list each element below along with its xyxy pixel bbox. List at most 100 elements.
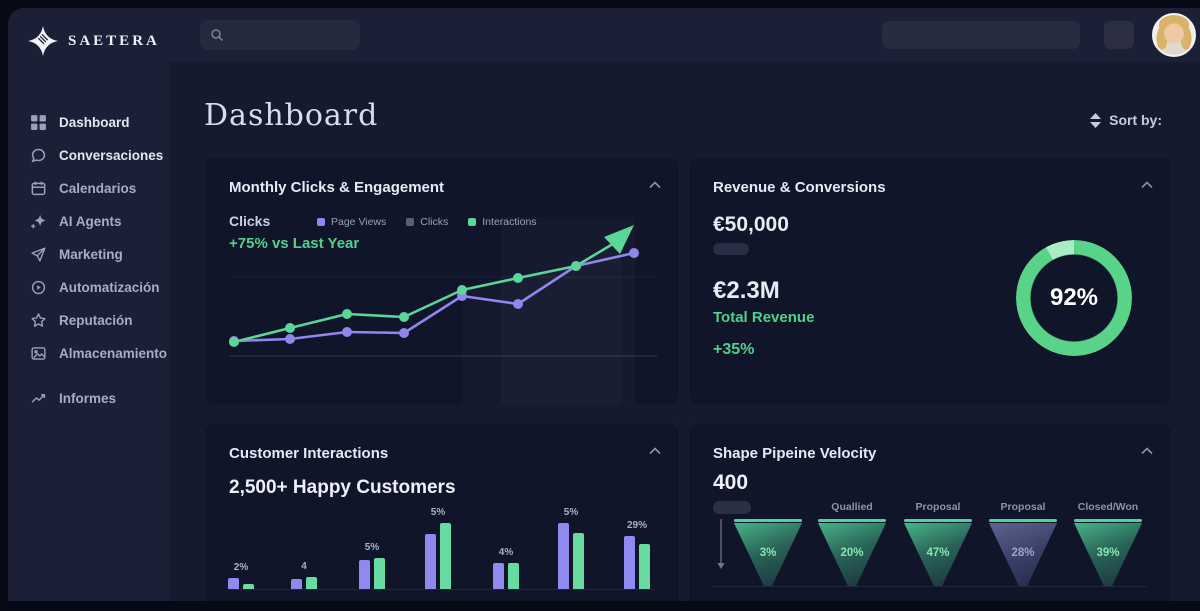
collapse-chevron-icon[interactable] xyxy=(1141,447,1153,455)
card-pipeline-velocity: Shape Pipeine Velocity 400 3% Quallied 20%… xyxy=(688,422,1172,601)
star-icon xyxy=(31,313,46,327)
chart-legend: Page Views Clicks Interactions xyxy=(317,216,537,228)
bar-green xyxy=(573,533,584,589)
funnel-stage: 3% xyxy=(734,519,802,586)
card-customer-interactions: Customer Interactions 2,500+ Happy Custo… xyxy=(204,422,680,601)
topbar-secondary-field[interactable] xyxy=(882,21,1080,49)
bar-group-label: 2% xyxy=(233,562,249,573)
sidebar-nav: Dashboard Conversaciones Calendarios xyxy=(8,106,170,415)
funnel-stage-label: Proposal xyxy=(915,501,961,513)
image-icon xyxy=(31,347,46,360)
bar-purple xyxy=(291,579,302,589)
sidebar-item-marketing[interactable]: Marketing xyxy=(8,238,170,271)
bar-purple xyxy=(624,536,635,589)
revenue-primary-value: €50,000 xyxy=(713,213,789,236)
customers-headline: 2,500+ Happy Customers xyxy=(229,477,456,498)
revenue-secondary-value: €2.3M xyxy=(713,277,780,304)
legend-item[interactable]: Clicks xyxy=(406,216,448,228)
legend-swatch xyxy=(406,218,415,226)
user-avatar[interactable] xyxy=(1152,13,1196,57)
axis-arrow-icon xyxy=(717,519,725,569)
sidebar-item-label: Informes xyxy=(59,391,117,406)
page-title: Dashboard xyxy=(204,98,379,133)
sidebar: SAETERA Dashboard Conversaciones xyxy=(8,8,170,601)
chat-icon xyxy=(31,148,46,163)
donut-ring xyxy=(1016,240,1132,356)
legend-label: Page Views xyxy=(331,216,387,228)
play-circle-icon xyxy=(31,280,46,295)
card-title: Shape Pipeine Velocity xyxy=(713,445,877,462)
bar-green xyxy=(374,558,385,589)
pipeline-pill xyxy=(713,501,751,514)
funnel-body: 39% xyxy=(1074,523,1142,586)
sort-label: Sort by: xyxy=(1109,112,1162,128)
send-icon xyxy=(31,247,46,262)
bar-green xyxy=(243,584,254,589)
legend-swatch xyxy=(317,218,325,226)
bar-green xyxy=(440,523,451,589)
collapse-chevron-icon[interactable] xyxy=(1141,181,1153,189)
topbar xyxy=(170,8,1200,62)
sidebar-item-automatizacion[interactable]: Automatización xyxy=(8,271,170,304)
funnel-body: 3% xyxy=(734,523,802,586)
legend-item[interactable]: Interactions xyxy=(468,216,537,228)
legend-item[interactable]: Page Views xyxy=(317,216,386,228)
star-logo-icon xyxy=(28,26,58,56)
funnel-top-bar xyxy=(1074,519,1142,522)
funnel-top-bar xyxy=(989,519,1057,522)
chart-baseline xyxy=(229,589,655,590)
card-title: Revenue & Conversions xyxy=(713,179,886,196)
bar-purple xyxy=(493,563,504,589)
grid-icon xyxy=(31,115,46,130)
sidebar-item-label: Dashboard xyxy=(59,115,130,130)
bar-purple xyxy=(558,523,569,589)
sidebar-item-conversaciones[interactable]: Conversaciones xyxy=(8,139,170,172)
sidebar-item-almacenamiento[interactable]: Almacenamiento xyxy=(8,337,170,370)
pipeline-value: 400 xyxy=(713,471,749,494)
brand-name: SAETERA xyxy=(68,32,160,49)
bar-green xyxy=(639,544,650,589)
bar-purple xyxy=(228,578,239,589)
funnel-body: 47% xyxy=(904,523,972,586)
sidebar-item-reputacion[interactable]: Reputación xyxy=(8,304,170,337)
sidebar-item-label: Reputación xyxy=(59,313,133,328)
bar-group-label: 29% xyxy=(626,520,647,531)
sidebar-item-ai-agents[interactable]: AI Agents xyxy=(8,205,170,238)
funnel-stage-label: Proposal xyxy=(1000,501,1046,513)
search-icon xyxy=(211,29,224,42)
card-title: Monthly Clicks & Engagement xyxy=(229,179,445,196)
sidebar-item-dashboard[interactable]: Dashboard xyxy=(8,106,170,139)
revenue-delta: +35% xyxy=(713,341,755,358)
legend-label: Interactions xyxy=(482,216,537,228)
brand-logo: SAETERA xyxy=(8,8,170,78)
funnel-stage-label: Quallied xyxy=(831,501,873,513)
collapse-chevron-icon[interactable] xyxy=(649,181,661,189)
search-input[interactable] xyxy=(200,20,360,50)
sort-control[interactable]: Sort by: xyxy=(1089,112,1162,128)
funnel-stage: 47% xyxy=(904,519,972,586)
main-content: Dashboard Sort by: Monthly Clicks & Enga… xyxy=(170,62,1200,601)
sidebar-item-label: Conversaciones xyxy=(59,148,164,163)
funnel-body: 20% xyxy=(818,523,886,586)
sidebar-item-calendarios[interactable]: Calendarios xyxy=(8,172,170,205)
sparkles-icon xyxy=(31,214,46,229)
sidebar-item-label: Marketing xyxy=(59,247,123,262)
bar-purple xyxy=(425,534,436,589)
bar-group-label: 5% xyxy=(563,507,579,518)
bar-purple xyxy=(359,560,370,589)
revenue-pill xyxy=(713,243,749,255)
revenue-secondary-label: Total Revenue xyxy=(713,309,815,326)
bar-group-label: 4 xyxy=(301,561,307,572)
funnel-body: 28% xyxy=(989,523,1057,586)
chart-baseline xyxy=(713,586,1147,587)
funnel-stage: 39% xyxy=(1074,519,1142,586)
sidebar-item-informes[interactable]: Informes xyxy=(8,382,170,415)
legend-label: Clicks xyxy=(420,216,449,228)
card-monthly-clicks: Monthly Clicks & Engagement Clicks Page … xyxy=(204,156,680,406)
sidebar-item-label: Calendarios xyxy=(59,181,137,196)
funnel-stage: 28% xyxy=(989,519,1057,586)
metric-label: Clicks xyxy=(229,213,271,229)
topbar-action-button[interactable] xyxy=(1104,21,1134,49)
collapse-chevron-icon[interactable] xyxy=(649,447,661,455)
